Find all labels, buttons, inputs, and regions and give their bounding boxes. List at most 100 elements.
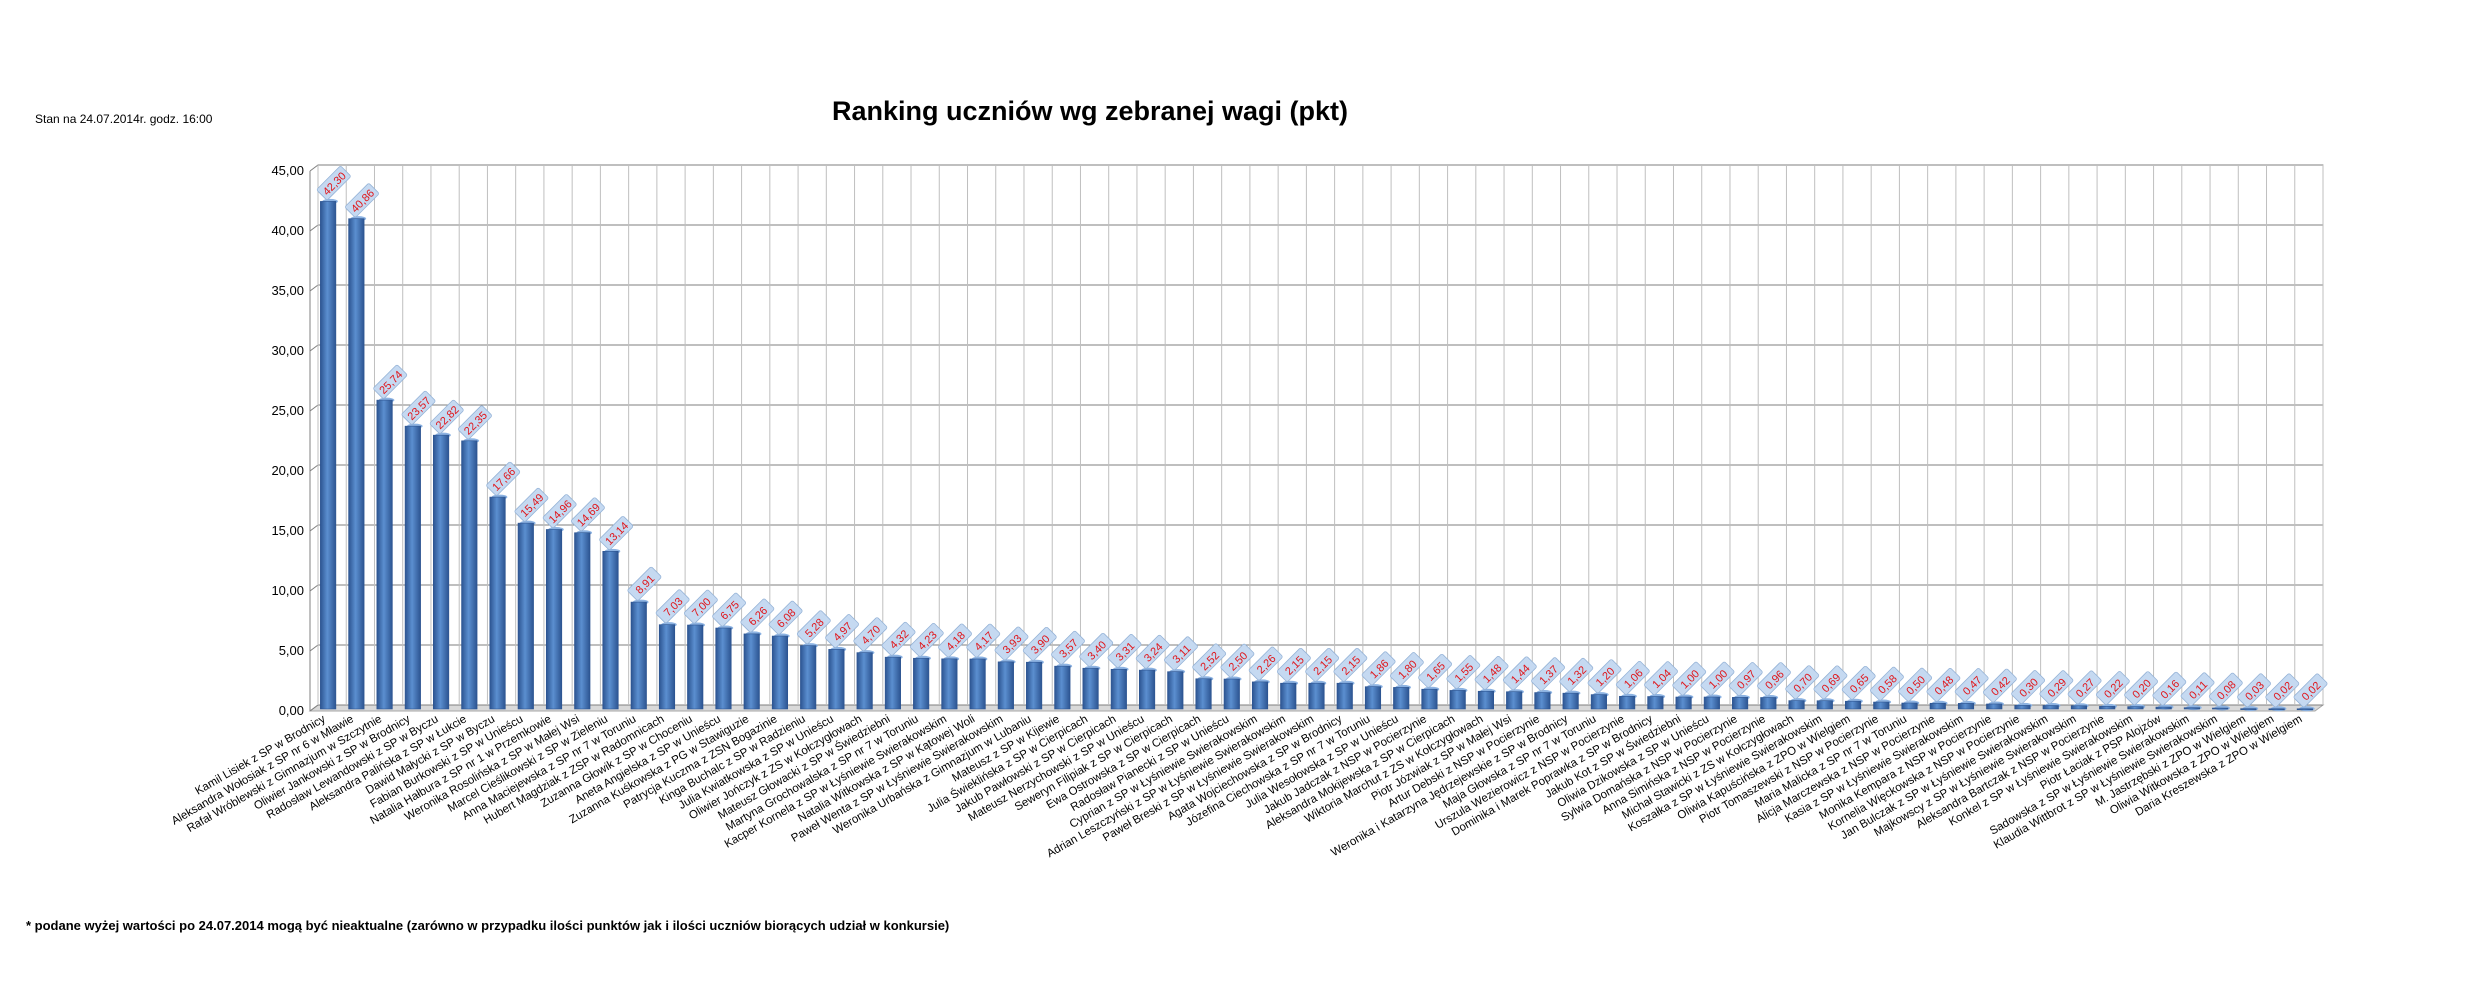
bar bbox=[913, 657, 930, 710]
data-label-box bbox=[1728, 662, 1763, 696]
grid-line-side bbox=[309, 584, 319, 592]
data-label-box bbox=[1531, 657, 1565, 692]
bar bbox=[1590, 694, 1607, 710]
bar bbox=[1167, 671, 1184, 710]
bar bbox=[1562, 692, 1579, 710]
data-label-box bbox=[2039, 670, 2074, 705]
bar bbox=[1732, 697, 1749, 710]
data-label-box bbox=[2208, 672, 2243, 707]
bar bbox=[2240, 708, 2257, 710]
grid-line-side bbox=[309, 404, 319, 412]
y-tick-label: 20,00 bbox=[271, 463, 304, 478]
bar bbox=[2155, 706, 2172, 710]
status-timestamp: Stan na 24.07.2014r. godz. 16:00 bbox=[35, 112, 213, 126]
bar bbox=[1054, 665, 1071, 710]
data-label-box bbox=[2180, 672, 2215, 707]
data-label: 2,52 bbox=[1192, 643, 1227, 678]
grid-line-side bbox=[309, 464, 319, 472]
bar bbox=[2127, 706, 2144, 710]
bar bbox=[1421, 688, 1438, 710]
bar bbox=[1280, 682, 1297, 710]
data-label-box bbox=[825, 614, 859, 648]
bar bbox=[1929, 702, 1946, 710]
grid-line-side bbox=[309, 704, 319, 712]
bar bbox=[715, 627, 732, 710]
data-label-box bbox=[740, 598, 775, 633]
bar bbox=[856, 652, 873, 710]
data-label-box bbox=[1135, 634, 1170, 669]
bar bbox=[320, 201, 337, 710]
data-label-box bbox=[1982, 668, 2017, 703]
data-label-box bbox=[1389, 652, 1424, 686]
y-axis: 0,00 5,00 10,00 15,00 20,00 25,00 30,00 35,00 40… bbox=[271, 163, 304, 718]
bar bbox=[658, 624, 676, 710]
data-label-box bbox=[1954, 668, 1989, 702]
data-label-box bbox=[1841, 665, 1876, 700]
bar bbox=[2070, 705, 2088, 710]
data-label-box bbox=[571, 497, 605, 532]
data-label-box bbox=[2152, 671, 2187, 706]
data-label-box bbox=[345, 183, 379, 218]
data-label-box bbox=[486, 461, 521, 496]
data-label-box bbox=[796, 610, 831, 645]
data-label-box bbox=[1813, 665, 1848, 700]
grid-line-side bbox=[309, 344, 319, 352]
data-label-box bbox=[627, 566, 662, 601]
y-tick-label: 45,00 bbox=[271, 163, 304, 178]
bar bbox=[771, 635, 789, 710]
plot-area bbox=[317, 164, 2324, 706]
data-label-box bbox=[1079, 632, 1114, 667]
y-tick-label: 0,00 bbox=[279, 703, 304, 718]
data-label-box bbox=[1615, 661, 1650, 695]
bar bbox=[687, 624, 704, 710]
data-label-box bbox=[1587, 659, 1622, 694]
data-label-box bbox=[1700, 661, 1735, 696]
data-label-box bbox=[1164, 636, 1198, 671]
bar bbox=[2212, 707, 2229, 710]
bar bbox=[1675, 696, 1692, 710]
bar bbox=[348, 218, 365, 710]
data-label-box bbox=[1559, 657, 1594, 692]
data-label-box bbox=[1644, 661, 1678, 696]
y-tick-label: 5,00 bbox=[279, 643, 304, 658]
footnote: * podane wyżej wartości po 24.07.2014 mo… bbox=[26, 918, 950, 933]
data-label-box bbox=[401, 390, 436, 425]
bar bbox=[1336, 682, 1353, 710]
bar bbox=[545, 529, 563, 710]
data-label-box bbox=[316, 166, 351, 200]
bar bbox=[969, 658, 986, 710]
data-label-box bbox=[881, 621, 916, 656]
bar bbox=[2014, 705, 2031, 710]
bar bbox=[1138, 669, 1156, 710]
grid-line-side bbox=[309, 644, 319, 652]
data-label-box bbox=[966, 623, 1001, 658]
data-label-box bbox=[768, 600, 803, 635]
bar bbox=[1251, 681, 1269, 710]
bar bbox=[1110, 668, 1127, 710]
data-label: 1,00 bbox=[1700, 661, 1735, 696]
y-tick-label: 30,00 bbox=[271, 343, 304, 358]
data-label-box bbox=[1220, 643, 1255, 678]
bar bbox=[1986, 703, 2003, 710]
data-label-box bbox=[1305, 647, 1340, 682]
data-label-box bbox=[1192, 643, 1227, 678]
bar bbox=[489, 496, 506, 710]
data-label-box bbox=[1361, 651, 1396, 686]
data-label-box bbox=[1107, 634, 1142, 668]
data-label-box bbox=[1474, 655, 1509, 690]
bar bbox=[1760, 697, 1777, 710]
bar bbox=[602, 551, 619, 710]
bar bbox=[1449, 690, 1466, 710]
grid-line-side bbox=[309, 524, 319, 532]
data-label-box bbox=[429, 399, 464, 434]
data-label-box bbox=[1277, 647, 1311, 682]
y-tick-label: 15,00 bbox=[271, 523, 304, 538]
bar bbox=[404, 425, 421, 710]
data-label-box bbox=[1898, 667, 1933, 702]
y-tick-label: 40,00 bbox=[271, 223, 304, 238]
data-label-box bbox=[2237, 673, 2271, 708]
bar bbox=[630, 601, 647, 710]
data-label-box bbox=[1333, 647, 1368, 682]
bar bbox=[1534, 692, 1551, 710]
